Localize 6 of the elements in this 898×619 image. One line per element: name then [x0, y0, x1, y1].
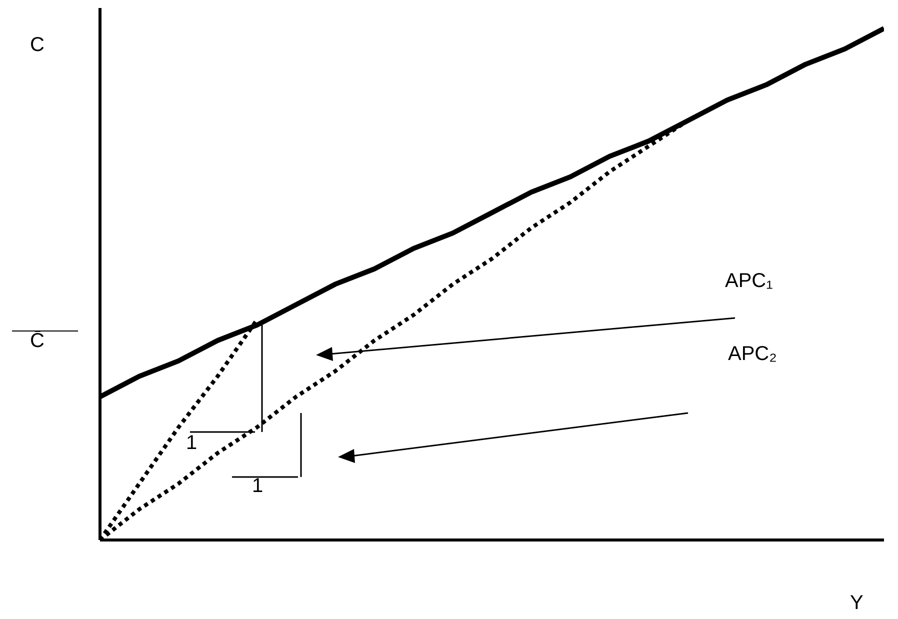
annotation: 1 [252, 475, 264, 498]
annotation: APC₁ [725, 270, 773, 293]
annotation: APC₂ [728, 343, 777, 366]
y-axis-title: C [30, 34, 44, 57]
x-axis-title: Y [850, 592, 864, 615]
annotation: 1 [186, 432, 198, 455]
